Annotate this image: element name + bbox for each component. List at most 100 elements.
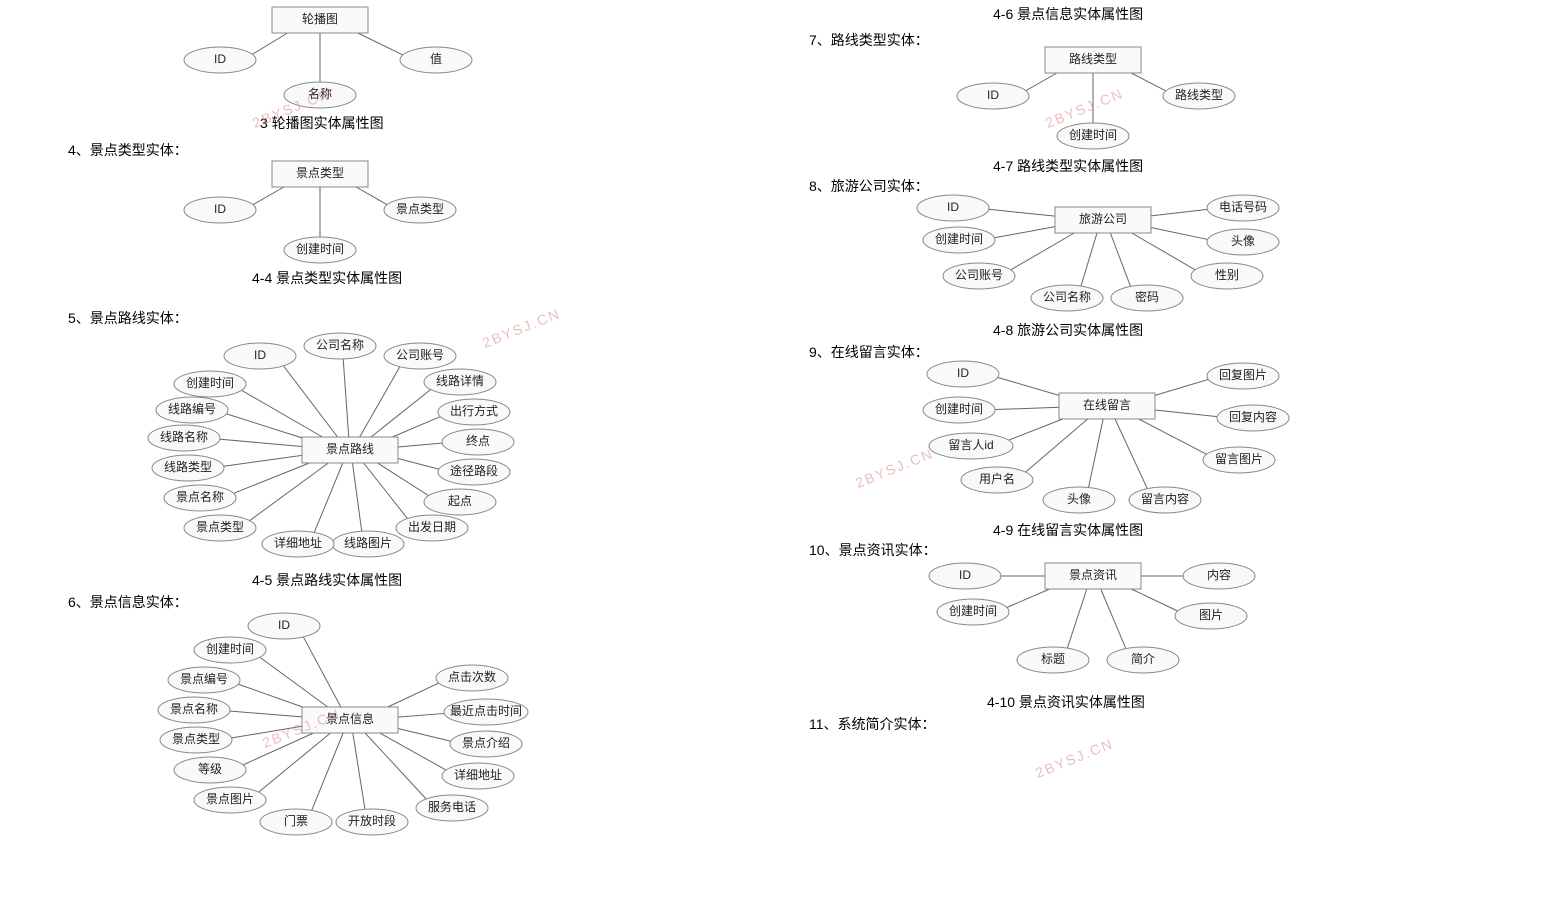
er-diagram-svg: 景点资讯ID内容创建时间图片标题简介 bbox=[893, 556, 1293, 686]
attribute-label: 景点编号 bbox=[180, 671, 228, 686]
er-edge bbox=[353, 733, 365, 811]
attribute-label: 创建时间 bbox=[949, 604, 997, 618]
er-edge bbox=[1131, 73, 1168, 92]
attribute-label: 景点名称 bbox=[170, 701, 218, 716]
attribute-label: 景点图片 bbox=[206, 792, 254, 806]
er-edge bbox=[398, 459, 442, 470]
er-diagram: 在线留言ID回复图片创建时间回复内容留言人id留言图片用户名头像留言内容 bbox=[883, 356, 1323, 516]
er-edge bbox=[380, 733, 449, 771]
attribute-label: 起点 bbox=[448, 494, 472, 508]
attribute-label: 服务电话 bbox=[428, 799, 476, 814]
attribute-label: 点击次数 bbox=[448, 669, 496, 684]
er-edge bbox=[250, 33, 287, 56]
er-edge bbox=[358, 33, 406, 56]
attribute-label: 公司账号 bbox=[396, 348, 444, 362]
er-diagram-svg: 旅游公司ID电话号码创建时间头像公司账号性别公司名称密码 bbox=[883, 190, 1323, 316]
diagram-caption: 4-5 景点路线实体属性图 bbox=[252, 570, 402, 590]
er-edge bbox=[1131, 589, 1180, 612]
section-header: 7、路线类型实体： bbox=[809, 30, 929, 50]
attribute-label: 回复内容 bbox=[1229, 409, 1277, 424]
er-edge bbox=[282, 364, 337, 437]
er-edge bbox=[314, 463, 343, 534]
attribute-label: 详细地址 bbox=[454, 767, 502, 782]
er-edge bbox=[1081, 233, 1097, 287]
attribute-label: 终点 bbox=[466, 433, 490, 448]
section-header: 11、系统简介实体： bbox=[809, 714, 936, 734]
attribute-label: 创建时间 bbox=[935, 232, 983, 246]
attribute-label: 标题 bbox=[1041, 652, 1065, 666]
attribute-label: 创建时间 bbox=[206, 642, 254, 656]
attribute-label: 线路编号 bbox=[168, 401, 216, 416]
attribute-label: 创建时间 bbox=[1069, 128, 1117, 142]
attribute-label: 景点介绍 bbox=[462, 736, 510, 750]
er-edge bbox=[1023, 73, 1056, 92]
er-diagram: 景点资讯ID内容创建时间图片标题简介 bbox=[893, 556, 1293, 686]
attribute-label: 线路详情 bbox=[436, 373, 484, 388]
diagram-caption: 4-7 路线类型实体属性图 bbox=[993, 156, 1143, 176]
er-diagram: 景点类型 ID 创建时间 景点类型 bbox=[140, 158, 500, 268]
er-edge bbox=[1151, 209, 1211, 216]
diagram-caption: 4-10 景点资讯实体属性图 bbox=[987, 692, 1145, 712]
er-edge bbox=[1132, 233, 1198, 271]
attribute-label: 景点名称 bbox=[176, 489, 224, 504]
er-edge bbox=[995, 377, 1059, 396]
attribute-label: ID bbox=[278, 618, 290, 632]
attribute-label: ID bbox=[957, 366, 969, 380]
er-edge bbox=[371, 388, 432, 437]
er-edge bbox=[356, 187, 389, 206]
er-diagram: 景点路线ID公司名称公司账号线路详情出行方式终点途径路段起点出发日期线路图片详细… bbox=[110, 328, 570, 568]
attribute-label: 开放时段 bbox=[348, 813, 396, 828]
attribute-label: 等级 bbox=[198, 762, 222, 776]
attribute-label: 创建时间 bbox=[296, 242, 344, 256]
attribute-label: ID bbox=[214, 202, 226, 216]
entity-label: 景点路线 bbox=[326, 441, 374, 456]
entity-label: 景点类型 bbox=[296, 166, 344, 180]
attribute-label: 用户名 bbox=[979, 471, 1015, 486]
diagram-caption: 4-4 景点类型实体属性图 bbox=[252, 268, 402, 288]
attribute-label: 创建时间 bbox=[935, 402, 983, 416]
attribute-label: 最近点击时间 bbox=[450, 704, 522, 718]
attribute-label: 景点类型 bbox=[396, 202, 444, 216]
er-edge bbox=[1004, 589, 1050, 609]
attribute-label: 创建时间 bbox=[186, 376, 234, 390]
er-diagram: 轮播图ID名称值 bbox=[140, 0, 500, 115]
attribute-label: ID bbox=[959, 568, 971, 582]
attribute-label: 线路名称 bbox=[160, 429, 208, 444]
er-diagram-svg: 轮播图ID名称值 bbox=[140, 0, 500, 115]
section-header: 5、景点路线实体： bbox=[68, 308, 188, 328]
er-diagram: 旅游公司ID电话号码创建时间头像公司账号性别公司名称密码 bbox=[883, 190, 1323, 316]
attribute-label: 简介 bbox=[1131, 652, 1155, 666]
entity-label: 旅游公司 bbox=[1079, 212, 1127, 226]
er-edge bbox=[378, 463, 431, 497]
attribute-label: 景点类型 bbox=[196, 520, 244, 534]
er-edge bbox=[226, 711, 302, 717]
er-edge bbox=[392, 415, 443, 437]
er-diagram-svg: 景点信息ID创建时间景点编号景点名称景点类型等级景点图片门票开放时段服务电话详细… bbox=[120, 608, 580, 848]
er-edge bbox=[231, 463, 310, 494]
attribute-label: ID bbox=[947, 200, 959, 214]
er-edge bbox=[1155, 410, 1221, 417]
attribute-label: 留言人id bbox=[948, 438, 993, 452]
attribute-label: 途径路段 bbox=[450, 463, 498, 478]
attribute-label: ID bbox=[254, 348, 266, 362]
er-diagram: 路线类型ID创建时间路线类型 bbox=[923, 46, 1283, 154]
entity-label: 轮播图 bbox=[302, 12, 338, 26]
er-edge bbox=[303, 636, 341, 707]
er-edge bbox=[352, 463, 361, 533]
attribute-label: 景点类型 bbox=[172, 732, 220, 746]
attribute-label: 回复图片 bbox=[1219, 368, 1267, 382]
er-edge bbox=[220, 455, 302, 466]
er-edge bbox=[398, 443, 446, 447]
er-edge bbox=[1139, 419, 1209, 456]
attribute-label: 公司账号 bbox=[955, 268, 1003, 282]
attribute-label: 头像 bbox=[1067, 492, 1091, 506]
er-edge bbox=[1110, 233, 1131, 288]
attribute-label: 头像 bbox=[1231, 234, 1255, 248]
attribute-label: 详细地址 bbox=[274, 535, 322, 550]
attribute-label: 出行方式 bbox=[450, 403, 498, 418]
er-edge bbox=[365, 733, 427, 800]
er-edge bbox=[1067, 589, 1087, 649]
er-edge bbox=[364, 463, 409, 520]
er-edge bbox=[1088, 419, 1103, 489]
section-header: 4、景点类型实体： bbox=[68, 140, 188, 160]
